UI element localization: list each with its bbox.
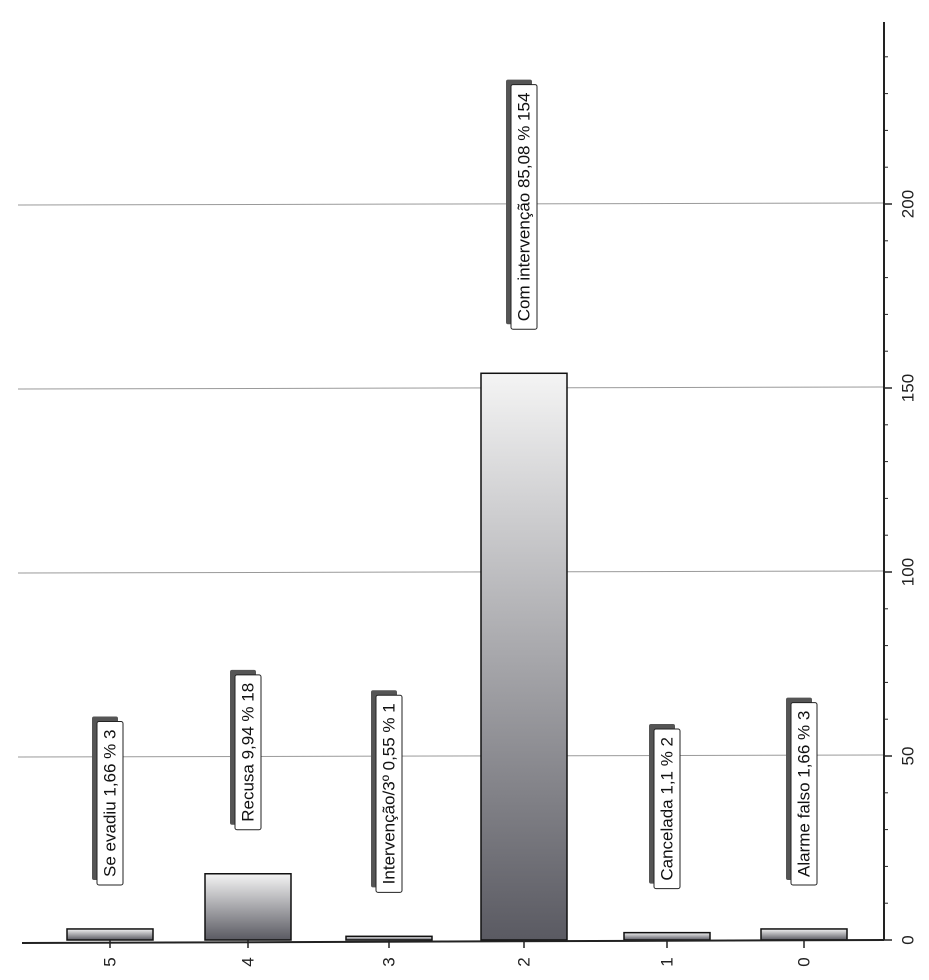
- data-label-box: [96, 721, 124, 886]
- data-label-text: Alarme falso 1,66 % 3: [795, 711, 814, 877]
- bar: [760, 928, 848, 941]
- data-label: Recusa 9,94 % 18: [230, 669, 262, 831]
- data-label-text: Cancelada 1,1 % 2: [658, 737, 677, 881]
- category-tick-label: 3: [380, 957, 399, 966]
- data-label-text: Intervenção/3º 0,55 % 1: [380, 703, 399, 884]
- data-label: Intervenção/3º 0,55 % 1: [371, 690, 403, 893]
- value-tick-label: 200: [899, 190, 918, 218]
- gridline: [17, 570, 885, 574]
- gridline: [17, 202, 885, 206]
- data-label-text: Recusa 9,94 % 18: [239, 683, 258, 822]
- bar: [623, 931, 711, 941]
- data-label-box: [790, 702, 818, 886]
- data-label: Se evadiu 1,66 % 3: [92, 716, 124, 886]
- data-label: Com intervenção 85,08 % 154: [506, 79, 538, 330]
- gridlines: [17, 202, 885, 758]
- category-tick-label: 1: [658, 957, 677, 966]
- data-label-box: [375, 694, 403, 893]
- data-label-text: Com intervenção 85,08 % 154: [515, 93, 534, 322]
- bars: [66, 372, 848, 941]
- axes: 0 50 100 150 200 5 4 3 2 1 0: [21, 22, 918, 967]
- category-axis: [21, 939, 885, 944]
- gridline: [17, 754, 885, 758]
- data-label: Cancelada 1,1 % 2: [649, 723, 681, 890]
- bar: [480, 372, 568, 941]
- bar: [204, 873, 292, 941]
- category-tick-label: 5: [101, 957, 120, 966]
- data-label: Alarme falso 1,66 % 3: [786, 697, 818, 886]
- value-tick-label: 100: [899, 558, 918, 586]
- category-tick-label: 2: [515, 957, 534, 966]
- data-labels: Se evadiu 1,66 % 3 Recusa 9,94 % 18 Interv…: [92, 79, 818, 893]
- bar: [66, 928, 154, 941]
- value-tick-label: 150: [899, 374, 918, 402]
- data-label-text: Se evadiu 1,66 % 3: [101, 730, 120, 877]
- data-label-box: [510, 84, 538, 330]
- value-tick-label: 0: [899, 935, 918, 944]
- data-label-box: [234, 674, 262, 831]
- category-tick-label: 0: [795, 957, 814, 966]
- bar: [345, 935, 433, 941]
- category-tick-label: 4: [239, 957, 258, 966]
- gridline: [17, 386, 885, 390]
- value-tick-label: 50: [899, 747, 918, 766]
- data-label-box: [653, 728, 681, 890]
